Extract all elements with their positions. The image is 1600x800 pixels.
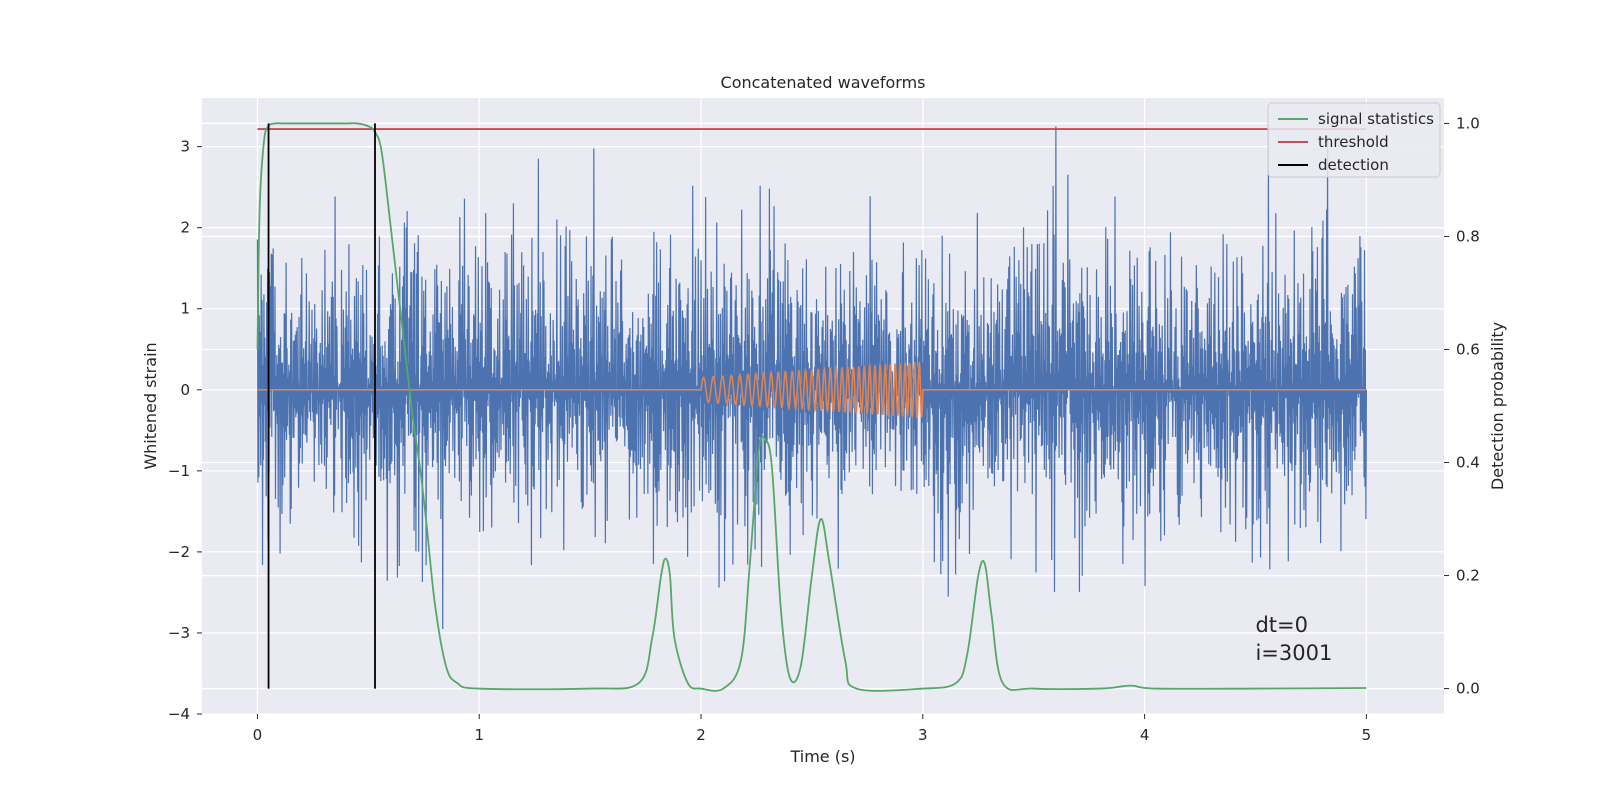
left-axis: −4 −3 −2 −1 0 1 2 3	[168, 138, 202, 723]
y2-tick-label: 0.8	[1456, 227, 1480, 245]
legend-label: detection	[1318, 156, 1389, 174]
y2-tick-label: 0.2	[1456, 567, 1480, 585]
y-tick-label: 2	[180, 219, 190, 237]
signal-statistics-line	[256, 122, 1367, 692]
y2-tick-label: 0.4	[1456, 454, 1480, 472]
y-tick-label: 1	[180, 300, 190, 318]
x-axis: 0 1 2 3 4 5	[253, 714, 1371, 744]
injection-series-line	[257, 361, 1367, 419]
legend-box	[1267, 102, 1441, 178]
y2-tick-label: 0.0	[1456, 680, 1480, 698]
x-tick-label: 0	[253, 726, 263, 744]
y-tick-label: 3	[180, 138, 190, 156]
x-tick-label: 1	[474, 726, 484, 744]
x-tick-label: 5	[1362, 726, 1372, 744]
strain-series-line	[256, 126, 1367, 629]
x-tick-label: 2	[696, 726, 706, 744]
y-tick-label: 0	[180, 381, 190, 399]
x-tick-label: 3	[918, 726, 928, 744]
y-tick-label: −3	[168, 624, 190, 642]
annotation-dt: dt=0	[1255, 613, 1308, 637]
x-axis-label: Time (s)	[789, 747, 855, 766]
legend: signal statistics threshold detection	[1267, 102, 1441, 178]
x-tick-label: 4	[1140, 726, 1150, 744]
y-tick-label: −2	[168, 543, 190, 561]
y2-tick-label: 0.6	[1456, 340, 1480, 358]
y-axis-label: Whitened strain	[141, 342, 160, 469]
series-layer	[256, 122, 1367, 692]
legend-label: signal statistics	[1318, 110, 1434, 128]
y2-axis-label: Detection probability	[1488, 322, 1507, 490]
y-tick-label: −4	[168, 705, 190, 723]
y2-tick-label: 1.0	[1456, 114, 1480, 132]
right-axis: 0.0 0.2 0.4 0.6 0.8 1.0	[1444, 114, 1480, 698]
legend-label: threshold	[1318, 133, 1389, 151]
annotation-i: i=3001	[1255, 641, 1332, 665]
y-tick-label: −1	[168, 462, 190, 480]
chart-title: Concatenated waveforms	[721, 73, 926, 92]
